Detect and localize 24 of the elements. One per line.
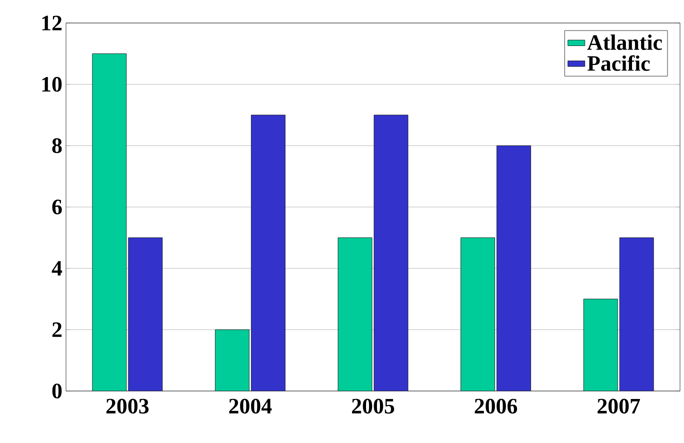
bar	[460, 237, 496, 391]
x-tick-label: 2006	[474, 398, 518, 414]
bar	[374, 114, 408, 391]
y-tick-label: 8	[52, 138, 62, 154]
x-tick-label: 2004	[229, 398, 272, 414]
y-tick-label: 10	[42, 76, 62, 92]
y-tick-label: 12	[42, 16, 62, 30]
bar	[338, 237, 372, 391]
y-tick-label: 6	[52, 200, 62, 214]
y-tick-label: 2	[52, 322, 62, 337]
y-tick-label: 4	[52, 261, 62, 276]
legend-label: Atlantic	[587, 34, 662, 50]
legend-label: Pacific	[587, 55, 650, 71]
bar	[215, 329, 250, 391]
bar	[128, 237, 163, 391]
bar	[619, 237, 654, 391]
bar	[251, 114, 286, 391]
x-tick-label: 2003	[106, 398, 149, 414]
bar	[92, 53, 127, 391]
bar	[583, 298, 618, 391]
bar	[496, 145, 531, 391]
x-tick-label: 2007	[598, 398, 640, 414]
x-tick-label: 2005	[352, 398, 394, 414]
y-tick-label: 0	[52, 384, 62, 398]
